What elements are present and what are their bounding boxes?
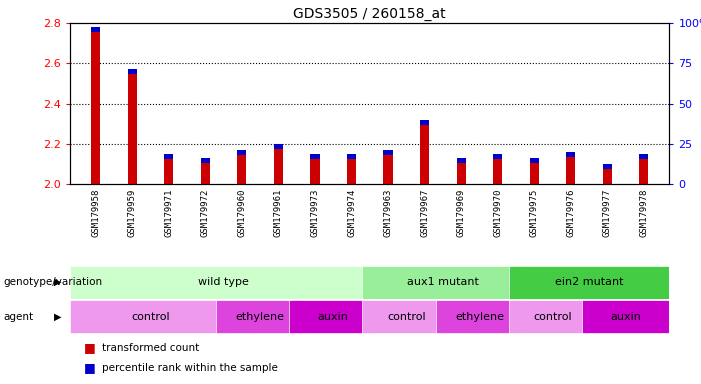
Bar [493, 154, 502, 184]
Text: GSM179978: GSM179978 [639, 189, 648, 237]
Bar [530, 158, 539, 184]
Bar [383, 150, 393, 155]
Bar [639, 154, 648, 184]
Text: GSM179973: GSM179973 [311, 189, 320, 237]
Text: GSM179976: GSM179976 [566, 189, 576, 237]
Bar [274, 144, 283, 149]
Text: GSM179958: GSM179958 [91, 189, 100, 237]
Bar [566, 152, 576, 184]
Bar [456, 158, 465, 184]
Bar [493, 154, 502, 159]
Text: GSM179972: GSM179972 [200, 189, 210, 237]
Bar [70, 266, 377, 299]
Text: GSM179963: GSM179963 [383, 189, 393, 237]
Bar [420, 120, 429, 184]
Text: GSM179970: GSM179970 [494, 189, 502, 237]
Text: control: control [131, 312, 170, 322]
Text: GSM179974: GSM179974 [347, 189, 356, 237]
Bar [200, 158, 210, 184]
Bar [274, 144, 283, 184]
Bar [435, 300, 523, 333]
Text: GSM179969: GSM179969 [456, 189, 465, 237]
Bar [311, 154, 320, 159]
Text: GSM179959: GSM179959 [128, 189, 137, 237]
Text: ■: ■ [84, 361, 96, 374]
Bar [582, 300, 669, 333]
Bar [347, 154, 356, 159]
Bar [70, 300, 231, 333]
Bar [290, 300, 377, 333]
Bar [128, 70, 137, 184]
Text: ein2 mutant: ein2 mutant [554, 277, 623, 287]
Text: transformed count: transformed count [102, 343, 199, 353]
Bar [530, 158, 539, 163]
Bar [200, 158, 210, 163]
Bar [362, 300, 450, 333]
Text: control: control [533, 312, 572, 322]
Text: GSM179975: GSM179975 [530, 189, 539, 237]
Text: aux1 mutant: aux1 mutant [407, 277, 479, 287]
Text: auxin: auxin [318, 312, 348, 322]
Text: control: control [387, 312, 426, 322]
Bar [238, 150, 247, 155]
Text: ■: ■ [84, 341, 96, 354]
Text: agent: agent [4, 312, 34, 322]
Bar [238, 150, 247, 184]
Bar [509, 266, 669, 299]
Bar [164, 154, 173, 159]
Bar [128, 70, 137, 74]
Text: GSM179977: GSM179977 [603, 189, 612, 237]
Bar [383, 150, 393, 184]
Text: GSM179967: GSM179967 [420, 189, 429, 237]
Bar [420, 120, 429, 125]
Text: GSM179960: GSM179960 [238, 189, 246, 237]
Text: percentile rank within the sample: percentile rank within the sample [102, 363, 278, 373]
Bar [603, 164, 612, 184]
Bar [311, 154, 320, 184]
Text: auxin: auxin [610, 312, 641, 322]
Bar [164, 154, 173, 184]
Text: genotype/variation: genotype/variation [4, 277, 102, 287]
Bar [639, 154, 648, 159]
Text: ▶: ▶ [54, 312, 62, 322]
Text: GSM179961: GSM179961 [274, 189, 283, 237]
Text: wild type: wild type [198, 277, 249, 287]
Text: ethylene: ethylene [236, 312, 285, 322]
Bar [347, 154, 356, 184]
Text: GSM179971: GSM179971 [164, 189, 173, 237]
Bar [217, 300, 304, 333]
Bar [362, 266, 523, 299]
Bar [566, 152, 576, 157]
Bar [509, 300, 597, 333]
Bar [91, 27, 100, 32]
Text: ethylene: ethylene [455, 312, 504, 322]
Bar [603, 164, 612, 169]
Bar [91, 27, 100, 184]
Text: ▶: ▶ [54, 277, 62, 287]
Bar [456, 158, 465, 163]
Title: GDS3505 / 260158_at: GDS3505 / 260158_at [294, 7, 446, 21]
